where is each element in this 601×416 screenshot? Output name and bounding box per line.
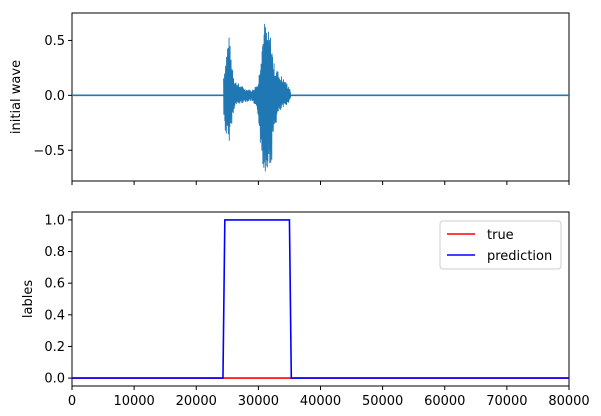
wave-x-ticks	[71, 181, 570, 185]
legend-label-prediction: prediction	[487, 249, 552, 264]
wave-y-tick-label: 0.0	[44, 89, 65, 104]
wave-plot-frame	[71, 12, 570, 182]
labels-y-tick-label: 1.0	[44, 213, 65, 228]
labels-series	[72, 219, 569, 379]
labels-y-ticks: 0.0 0.2 0.4 0.6 0.8 1.0	[44, 213, 72, 387]
legend: true prediction	[439, 220, 562, 270]
labels-x-tick-label: 50000	[362, 394, 403, 409]
labels-x-tick-label: 60000	[424, 394, 465, 409]
wave-y-tick-label: 0.5	[44, 34, 65, 49]
labels-x-ticks: 0 10000 20000 30000 40000 50000 60000 70000 8000…	[68, 386, 590, 409]
labels-x-tick-label: 10000	[113, 394, 154, 409]
labels-x-tick-label: 20000	[176, 394, 217, 409]
wave-y-ticks: −0.5 0.0 0.5	[33, 34, 72, 159]
wave-burst-1	[223, 37, 253, 141]
wave-burst-2	[251, 23, 292, 172]
labels-subplot: 0.0 0.2 0.4 0.6 0.8 1.0 0 10000 20000 30000 40000…	[21, 211, 590, 409]
labels-x-tick-label: 80000	[548, 394, 589, 409]
labels-y-tick-label: 0.2	[44, 340, 65, 355]
labels-x-tick-label: 40000	[300, 394, 341, 409]
labels-y-tick-label: 0.4	[44, 308, 65, 323]
labels-y-axis-label: lables	[21, 280, 36, 318]
labels-y-tick-label: 0.8	[44, 245, 65, 260]
legend-box	[439, 220, 562, 270]
labels-y-tick-label: 0.0	[44, 372, 65, 387]
wave-series	[72, 23, 569, 172]
labels-y-tick-label: 0.6	[44, 277, 65, 292]
wave-subplot: −0.5 0.0 0.5 initial wave	[9, 12, 570, 185]
labels-x-tick-label: 70000	[486, 394, 527, 409]
series-line-prediction	[72, 219, 569, 379]
labels-x-tick-label: 30000	[238, 394, 279, 409]
wave-y-axis-label: initial wave	[9, 60, 24, 134]
wave-y-tick-label: −0.5	[33, 144, 65, 159]
legend-label-true: true	[487, 228, 514, 243]
labels-x-tick-label: 0	[68, 394, 76, 409]
